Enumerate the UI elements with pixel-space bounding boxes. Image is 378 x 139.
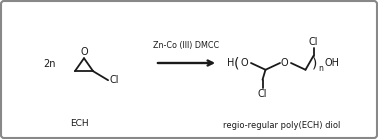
Text: ECH: ECH (70, 119, 88, 127)
Text: (: ( (233, 56, 239, 70)
Text: O: O (240, 58, 248, 68)
Text: Zn-Co (III) DMCC: Zn-Co (III) DMCC (153, 41, 220, 50)
Text: Cl: Cl (258, 89, 267, 99)
Text: OH: OH (324, 58, 339, 68)
Text: 2n: 2n (43, 59, 55, 69)
Text: regio-regular poly(ECH) diol: regio-regular poly(ECH) diol (223, 121, 340, 130)
Text: Cl: Cl (109, 75, 119, 85)
Text: O: O (280, 58, 288, 68)
Text: ): ) (311, 56, 317, 70)
Text: n: n (319, 64, 323, 73)
Text: Cl: Cl (309, 37, 318, 47)
Text: O: O (80, 47, 88, 57)
Text: H: H (227, 58, 235, 68)
